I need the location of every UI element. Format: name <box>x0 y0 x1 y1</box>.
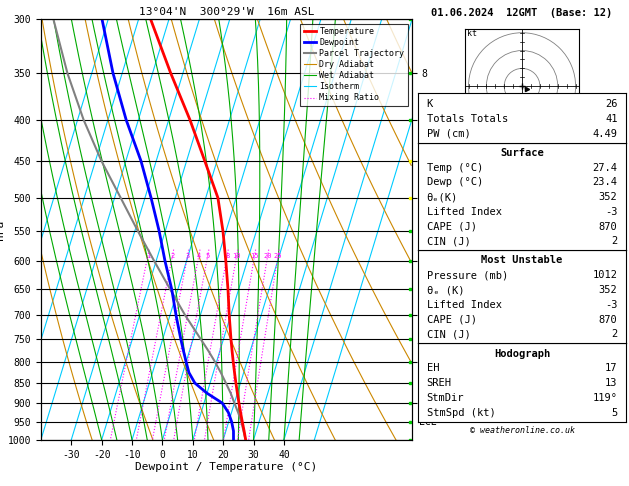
Text: K: K <box>426 99 433 108</box>
Text: Dewp (°C): Dewp (°C) <box>426 177 483 188</box>
Text: 5: 5 <box>206 253 210 259</box>
Text: 41: 41 <box>605 114 618 123</box>
X-axis label: Dewpoint / Temperature (°C): Dewpoint / Temperature (°C) <box>135 462 318 472</box>
Text: kt: kt <box>467 29 477 38</box>
Text: StmSpd (kt): StmSpd (kt) <box>426 408 496 418</box>
Text: 2: 2 <box>170 253 175 259</box>
Text: 23.4: 23.4 <box>593 177 618 188</box>
Text: Pressure (mb): Pressure (mb) <box>426 270 508 280</box>
Text: -3: -3 <box>605 207 618 217</box>
Text: Lifted Index: Lifted Index <box>426 207 501 217</box>
Text: Mixing Ratio (g/kg): Mixing Ratio (g/kg) <box>433 216 442 311</box>
Text: 4.49: 4.49 <box>593 129 618 139</box>
Y-axis label: hPa: hPa <box>0 220 5 240</box>
Text: 2: 2 <box>611 330 618 339</box>
Text: Most Unstable: Most Unstable <box>481 256 563 265</box>
Text: CAPE (J): CAPE (J) <box>426 222 477 232</box>
Text: 2: 2 <box>611 236 618 246</box>
Text: 352: 352 <box>599 285 618 295</box>
Text: 870: 870 <box>599 222 618 232</box>
Text: 3: 3 <box>186 253 190 259</box>
Text: 870: 870 <box>599 314 618 325</box>
Text: Temp (°C): Temp (°C) <box>426 163 483 173</box>
Text: -3: -3 <box>605 300 618 310</box>
Text: 119°: 119° <box>593 393 618 403</box>
Text: LCL: LCL <box>419 417 437 427</box>
Legend: Temperature, Dewpoint, Parcel Trajectory, Dry Adiabat, Wet Adiabat, Isotherm, Mi: Temperature, Dewpoint, Parcel Trajectory… <box>300 24 408 106</box>
Text: © weatheronline.co.uk: © weatheronline.co.uk <box>470 426 574 435</box>
Text: Lifted Index: Lifted Index <box>426 300 501 310</box>
Text: CIN (J): CIN (J) <box>426 236 470 246</box>
Text: 352: 352 <box>599 192 618 202</box>
Text: 25: 25 <box>274 253 282 259</box>
Y-axis label: km
ASL: km ASL <box>430 221 452 239</box>
Text: Surface: Surface <box>500 148 544 158</box>
Text: StmDir: StmDir <box>426 393 464 403</box>
Text: 5: 5 <box>611 408 618 418</box>
Text: 1012: 1012 <box>593 270 618 280</box>
Text: 20: 20 <box>264 253 272 259</box>
Text: 10: 10 <box>233 253 241 259</box>
Text: 1: 1 <box>146 253 150 259</box>
Text: SREH: SREH <box>426 378 452 388</box>
Text: CIN (J): CIN (J) <box>426 330 470 339</box>
Text: Totals Totals: Totals Totals <box>426 114 508 123</box>
Text: Hodograph: Hodograph <box>494 348 550 359</box>
Text: EH: EH <box>426 364 439 373</box>
Text: CAPE (J): CAPE (J) <box>426 314 477 325</box>
Text: PW (cm): PW (cm) <box>426 129 470 139</box>
Text: 13: 13 <box>605 378 618 388</box>
Text: 01.06.2024  12GMT  (Base: 12): 01.06.2024 12GMT (Base: 12) <box>431 8 613 18</box>
Text: 4: 4 <box>197 253 201 259</box>
Text: θₑ(K): θₑ(K) <box>426 192 458 202</box>
Title: 13°04'N  300°29'W  16m ASL: 13°04'N 300°29'W 16m ASL <box>138 7 314 17</box>
Text: θₑ (K): θₑ (K) <box>426 285 464 295</box>
Text: 8: 8 <box>225 253 230 259</box>
Text: 27.4: 27.4 <box>593 163 618 173</box>
Text: 17: 17 <box>605 364 618 373</box>
Text: 26: 26 <box>605 99 618 108</box>
Text: 15: 15 <box>250 253 259 259</box>
